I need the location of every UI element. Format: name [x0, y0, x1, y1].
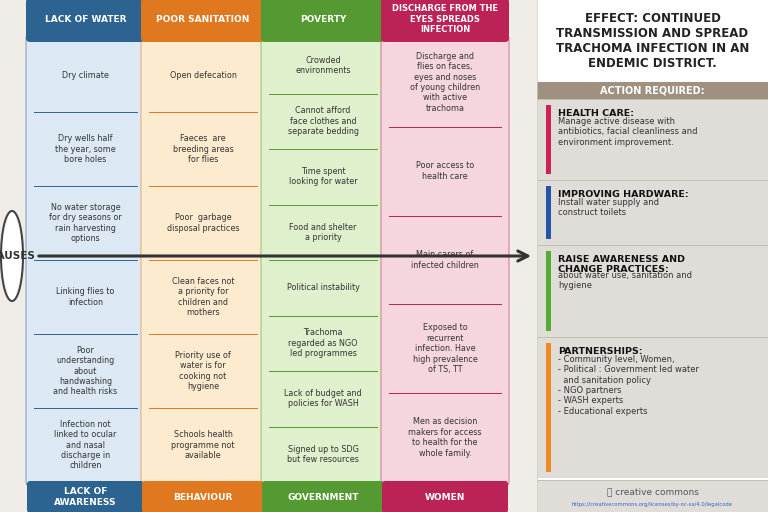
FancyBboxPatch shape [141, 34, 265, 486]
FancyBboxPatch shape [381, 0, 509, 42]
Text: Open defecation: Open defecation [170, 71, 237, 79]
FancyBboxPatch shape [142, 481, 264, 512]
Text: Political instability: Political instability [286, 283, 359, 292]
FancyBboxPatch shape [537, 0, 768, 512]
Text: Poor
understanding
about
handwashing
and health risks: Poor understanding about handwashing and… [54, 346, 118, 396]
Text: Infection not
linked to ocular
and nasal
discharge in
children: Infection not linked to ocular and nasal… [55, 420, 117, 471]
Text: HEALTH CARE:: HEALTH CARE: [558, 109, 634, 118]
FancyBboxPatch shape [537, 480, 768, 512]
Text: Crowded
environments: Crowded environments [295, 56, 351, 75]
FancyBboxPatch shape [546, 105, 551, 174]
FancyBboxPatch shape [26, 0, 145, 42]
Text: about water use, sanitation and
hygiene: about water use, sanitation and hygiene [558, 271, 692, 290]
Text: Priority use of
water is for
cooking not
hygiene: Priority use of water is for cooking not… [175, 351, 231, 391]
Text: https://creativecommons.org/licenses/by-nc-sa/4.0/legalcode: https://creativecommons.org/licenses/by-… [572, 502, 733, 507]
Text: Install water supply and
construct toilets: Install water supply and construct toile… [558, 198, 659, 217]
Text: Linking flies to
infection: Linking flies to infection [56, 287, 114, 307]
Text: - Community level, Women,
- Political : Government led water
  and sanitation po: - Community level, Women, - Political : … [558, 355, 699, 416]
Text: Main carers of
infected children: Main carers of infected children [411, 250, 479, 270]
Text: No water storage
for dry seasons or
rain harvesting
options: No water storage for dry seasons or rain… [49, 203, 122, 243]
Text: Schools health
programme not
available: Schools health programme not available [171, 430, 235, 460]
FancyBboxPatch shape [382, 481, 508, 512]
Text: LACK OF WATER: LACK OF WATER [45, 14, 126, 24]
Text: Manage active disease with
antibiotics, facial cleanliness and
environment impro: Manage active disease with antibiotics, … [558, 117, 697, 146]
Text: GOVERNMENT: GOVERNMENT [287, 493, 359, 501]
FancyBboxPatch shape [537, 82, 768, 99]
FancyBboxPatch shape [261, 0, 385, 42]
Text: Trachoma
regarded as NGO
led programmes: Trachoma regarded as NGO led programmes [288, 328, 358, 358]
FancyBboxPatch shape [537, 99, 768, 180]
FancyBboxPatch shape [261, 34, 385, 486]
Ellipse shape [1, 211, 23, 301]
Text: Signed up to SDG
but few resources: Signed up to SDG but few resources [287, 444, 359, 464]
Text: Dry wells half
the year, some
bore holes: Dry wells half the year, some bore holes [55, 134, 116, 164]
Text: Food and shelter
a priority: Food and shelter a priority [290, 223, 356, 242]
FancyBboxPatch shape [381, 34, 509, 486]
Text: Poor access to
health care: Poor access to health care [416, 161, 474, 181]
Text: BEHAVIOUR: BEHAVIOUR [174, 493, 233, 501]
Text: Poor  garbage
disposal practices: Poor garbage disposal practices [167, 214, 240, 232]
Text: Lack of budget and
policies for WASH: Lack of budget and policies for WASH [284, 389, 362, 409]
FancyBboxPatch shape [537, 245, 768, 337]
FancyBboxPatch shape [537, 337, 768, 478]
Text: POOR SANITATION: POOR SANITATION [157, 14, 250, 24]
Text: PARTNERSHIPS:: PARTNERSHIPS: [558, 347, 643, 356]
Text: CAUSES: CAUSES [0, 251, 35, 261]
Text: ⓒ creative commons: ⓒ creative commons [607, 487, 698, 497]
Text: POVERTY: POVERTY [300, 14, 346, 24]
FancyBboxPatch shape [546, 343, 551, 472]
Text: ACTION REQUIRED:: ACTION REQUIRED: [600, 86, 705, 96]
FancyBboxPatch shape [537, 180, 768, 245]
Text: Men as decision
makers for access
to health for the
whole family.: Men as decision makers for access to hea… [409, 417, 482, 458]
Text: DISCHARGE FROM THE
EYES SPREADS
INFECTION: DISCHARGE FROM THE EYES SPREADS INFECTIO… [392, 4, 498, 34]
Text: IMPROVING HARDWARE:: IMPROVING HARDWARE: [558, 190, 689, 199]
Text: Faeces  are
breeding areas
for flies: Faeces are breeding areas for flies [173, 134, 233, 164]
Text: Discharge and
flies on faces,
eyes and noses
of young children
with active
trach: Discharge and flies on faces, eyes and n… [410, 52, 480, 113]
Text: RAISE AWARENESS AND
CHANGE PRACTICES:: RAISE AWARENESS AND CHANGE PRACTICES: [558, 255, 685, 274]
FancyBboxPatch shape [537, 0, 768, 82]
Text: EFFECT: CONTINUED
TRANSMISSION AND SPREAD
TRACHOMA INFECTION IN AN
ENDEMIC DISTR: EFFECT: CONTINUED TRANSMISSION AND SPREA… [556, 12, 750, 70]
Text: Dry climate: Dry climate [62, 71, 109, 79]
FancyBboxPatch shape [0, 0, 537, 512]
FancyBboxPatch shape [546, 186, 551, 239]
Text: Exposed to
recurrent
infection. Have
high prevalence
of TS, TT: Exposed to recurrent infection. Have hig… [412, 324, 478, 374]
Text: WOMEN: WOMEN [425, 493, 465, 501]
FancyBboxPatch shape [26, 34, 145, 486]
FancyBboxPatch shape [546, 251, 551, 331]
FancyBboxPatch shape [27, 481, 144, 512]
Text: Time spent
looking for water: Time spent looking for water [289, 167, 357, 186]
FancyBboxPatch shape [141, 0, 265, 42]
Text: Clean faces not
a priority for
children and
mothers: Clean faces not a priority for children … [172, 277, 234, 317]
Text: Cannot afford
face clothes and
separate bedding: Cannot afford face clothes and separate … [287, 106, 359, 136]
Text: LACK OF
AWARENESS: LACK OF AWARENESS [55, 487, 117, 507]
FancyBboxPatch shape [262, 481, 384, 512]
